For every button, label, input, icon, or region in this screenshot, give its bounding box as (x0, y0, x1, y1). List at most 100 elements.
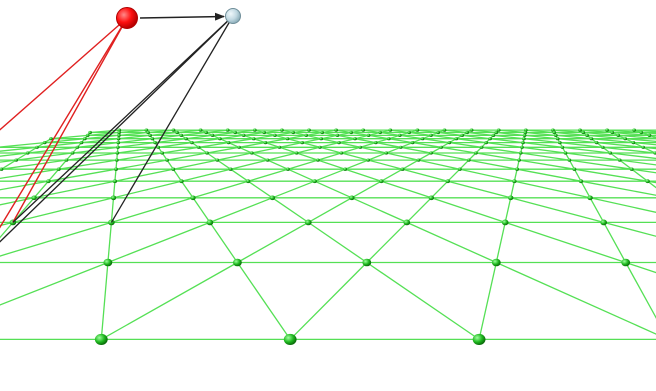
grid-node (496, 128, 501, 132)
grid-node (563, 151, 568, 155)
grid-line (400, 141, 413, 148)
grid-node (560, 145, 565, 149)
grid-node (179, 133, 184, 137)
grid-node (265, 158, 270, 162)
grid-line (209, 222, 238, 263)
grid-node (608, 151, 613, 155)
grid-line (230, 168, 249, 182)
grid-line (430, 146, 442, 154)
grid-line (100, 261, 238, 340)
grid-line (166, 159, 174, 170)
red-sphere-node-icon (116, 7, 138, 29)
grid-line (166, 152, 208, 161)
grid-node (358, 145, 363, 149)
grid-node (373, 141, 378, 145)
grid-line (418, 152, 432, 161)
grid-line (388, 138, 413, 144)
grid-node (379, 179, 384, 184)
grid-node (567, 158, 572, 162)
grid-node (429, 151, 433, 155)
grid-node (400, 167, 405, 171)
grid-node (144, 128, 149, 132)
grid-node (605, 128, 609, 132)
grid-node (508, 195, 514, 201)
grid-line (267, 152, 297, 161)
grid-node (70, 151, 75, 155)
grid-node (233, 130, 238, 135)
grid-node (484, 141, 489, 145)
grid-mesh-lines (0, 129, 656, 341)
grid-line (619, 159, 656, 166)
grid-node (439, 145, 444, 149)
grid-line (1, 159, 67, 170)
grid-node (436, 130, 441, 135)
grid-line (441, 146, 477, 154)
grid-node (429, 133, 433, 137)
grid-line (247, 180, 273, 199)
grid-node (552, 130, 557, 135)
grid-line (0, 221, 112, 257)
grid-line (238, 146, 253, 154)
grid-line (366, 261, 480, 340)
grid-line (237, 221, 309, 264)
grid-line (206, 152, 218, 161)
grid-node (337, 141, 341, 145)
grid-node (262, 130, 267, 135)
grid-node (116, 137, 121, 141)
grid-node (415, 128, 420, 132)
grid-line (402, 159, 419, 170)
grid-line (265, 141, 280, 148)
source-link (12, 17, 128, 223)
grid-node (457, 167, 462, 171)
grid-line (113, 180, 182, 199)
grid-node (629, 167, 634, 171)
grid-line (381, 180, 432, 199)
grid-node (49, 137, 53, 141)
grid-line (0, 221, 14, 239)
grid-line (296, 146, 321, 154)
grid-node (621, 258, 631, 267)
grid-line (36, 141, 82, 148)
grid-line (406, 221, 497, 264)
grid-line (0, 159, 17, 163)
grid-node (226, 141, 231, 145)
grid-line (198, 141, 229, 148)
grid-node (319, 137, 324, 141)
grid-node (460, 133, 465, 137)
grid-line (513, 169, 518, 182)
grid-line (173, 159, 218, 170)
grid-node (245, 179, 251, 184)
grid-line (16, 152, 73, 161)
grid-line (191, 138, 220, 144)
grid-node (465, 130, 470, 135)
grid-line (602, 146, 656, 154)
grid-line (580, 180, 656, 196)
grid-line (158, 141, 192, 148)
grid-line (430, 152, 469, 161)
grid-line (287, 159, 319, 170)
grid-line (625, 138, 656, 143)
grid-line (430, 180, 449, 199)
grid-node (523, 128, 528, 132)
grid-node (117, 133, 121, 137)
grid-line (0, 141, 45, 148)
grid-node (46, 179, 51, 184)
grid-line (107, 221, 211, 264)
grid-node (610, 130, 615, 135)
grid-line (100, 262, 109, 340)
grid-line (209, 197, 273, 224)
grid-node (523, 130, 528, 135)
grid-node (501, 219, 509, 226)
grid-line (603, 222, 627, 263)
grid-node (494, 130, 499, 135)
grid-node (578, 179, 584, 184)
grid-node (384, 151, 389, 155)
grid-line (351, 197, 408, 223)
grid-line (33, 180, 49, 199)
grid-line (272, 180, 315, 199)
grid-node (398, 145, 403, 149)
grid-node (388, 128, 393, 132)
grid-node (447, 141, 452, 145)
grid-line (12, 197, 114, 224)
